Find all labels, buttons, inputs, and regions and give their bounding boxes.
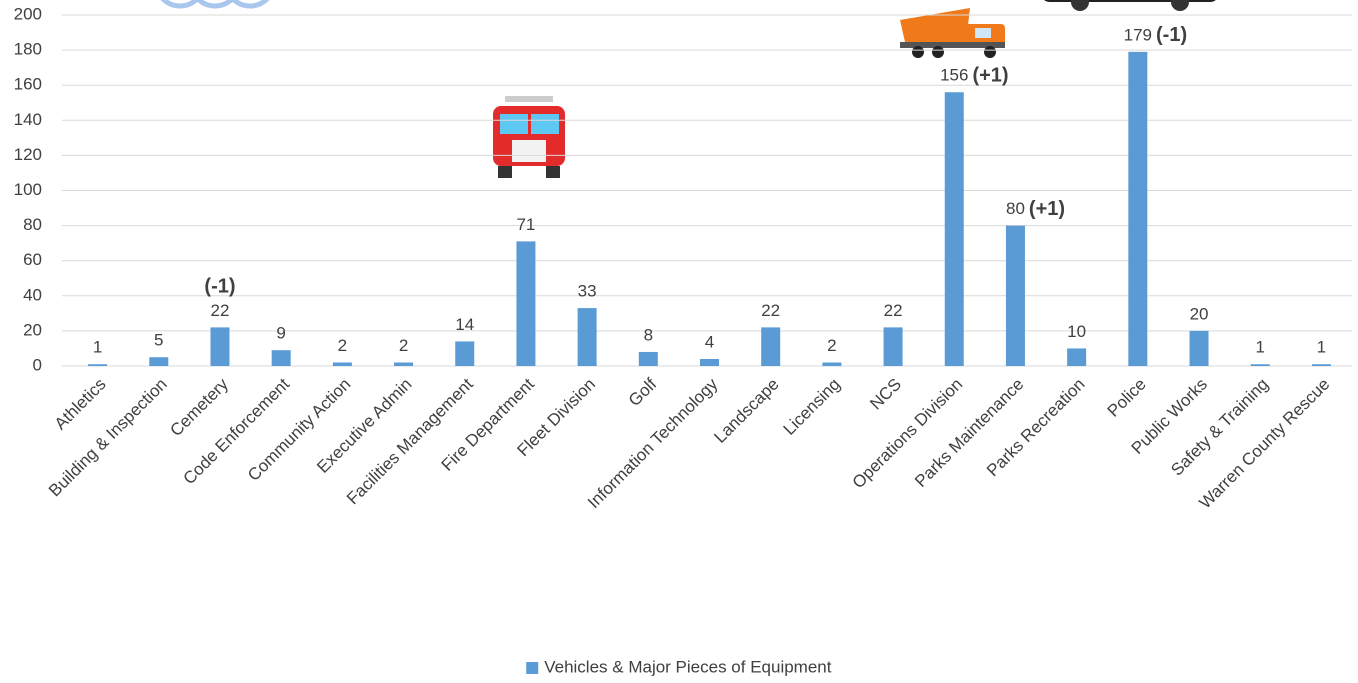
legend-label: Vehicles & Major Pieces of Equipment <box>544 657 832 676</box>
y-tick-label: 120 <box>14 145 42 164</box>
x-tick-label: Cemetery <box>166 374 232 440</box>
value-label: 22 <box>211 301 230 320</box>
decor-circles <box>156 0 274 6</box>
y-tick-label: 40 <box>23 285 42 304</box>
y-tick-label: 160 <box>14 75 42 94</box>
x-tick-label: NCS <box>866 375 905 414</box>
x-tick-label: Golf <box>625 374 661 410</box>
value-label: 80 <box>1006 199 1025 218</box>
y-tick-label: 200 <box>14 4 42 23</box>
value-label: 22 <box>884 301 903 320</box>
bar <box>1190 331 1209 366</box>
value-label: 1 <box>1255 338 1264 357</box>
value-label: 10 <box>1067 322 1086 341</box>
bar <box>149 357 168 366</box>
value-label: 2 <box>399 336 408 355</box>
bar <box>1067 348 1086 366</box>
change-note: (+1) <box>1029 198 1065 220</box>
value-label: 1 <box>1317 338 1326 357</box>
value-label: 179 <box>1124 25 1152 44</box>
x-tick-label: Landscape <box>710 375 782 447</box>
chart: 0204060801001201401601802001522(-1)92214… <box>0 0 1358 683</box>
bar <box>761 327 780 366</box>
bar <box>945 92 964 366</box>
value-label: 20 <box>1190 304 1209 323</box>
value-label: 156 <box>940 66 968 85</box>
bar <box>884 327 903 366</box>
bar <box>333 362 352 366</box>
x-tick-label: Operations Division <box>849 375 967 493</box>
y-tick-label: 80 <box>23 215 42 234</box>
bar <box>88 364 107 366</box>
bar <box>516 241 535 366</box>
value-label: 4 <box>705 332 714 351</box>
x-tick-label: Community Action <box>244 375 354 485</box>
value-label: 8 <box>644 325 653 344</box>
change-note: (+1) <box>972 65 1008 87</box>
bar <box>272 350 291 366</box>
value-label: 71 <box>516 215 535 234</box>
value-label: 22 <box>761 301 780 320</box>
fire-truck-icon <box>493 96 565 178</box>
value-label: 2 <box>827 336 836 355</box>
legend-swatch <box>526 662 538 674</box>
bar <box>578 308 597 366</box>
bar <box>1128 52 1147 366</box>
change-note: (-1) <box>1156 24 1187 46</box>
bar <box>394 362 413 366</box>
bar <box>210 327 229 366</box>
value-label: 9 <box>276 324 285 343</box>
value-label: 1 <box>93 338 102 357</box>
bar <box>1251 364 1270 366</box>
bar <box>639 352 658 366</box>
bar <box>1006 226 1025 366</box>
value-label: 33 <box>578 282 597 301</box>
car-icon <box>1040 0 1220 11</box>
x-tick-label: Athletics <box>51 375 110 434</box>
y-tick-label: 0 <box>33 355 42 374</box>
y-tick-label: 140 <box>14 110 42 129</box>
x-tick-label: Parks Maintenance <box>911 375 1027 491</box>
change-note: (-1) <box>204 276 235 298</box>
bar <box>822 362 841 366</box>
bar <box>1312 364 1331 366</box>
bar <box>455 341 474 366</box>
y-tick-label: 20 <box>23 320 42 339</box>
y-tick-label: 60 <box>23 250 42 269</box>
value-label: 14 <box>455 315 474 334</box>
value-label: 2 <box>338 336 347 355</box>
x-tick-label: Building & Inspection <box>45 375 171 501</box>
value-label: 5 <box>154 331 163 350</box>
bar <box>700 359 719 366</box>
x-tick-label: Licensing <box>780 375 844 439</box>
x-tick-label: Code Enforcement <box>179 374 293 488</box>
y-tick-label: 180 <box>14 40 42 59</box>
x-tick-label: Police <box>1104 375 1150 421</box>
y-tick-label: 100 <box>14 180 42 199</box>
